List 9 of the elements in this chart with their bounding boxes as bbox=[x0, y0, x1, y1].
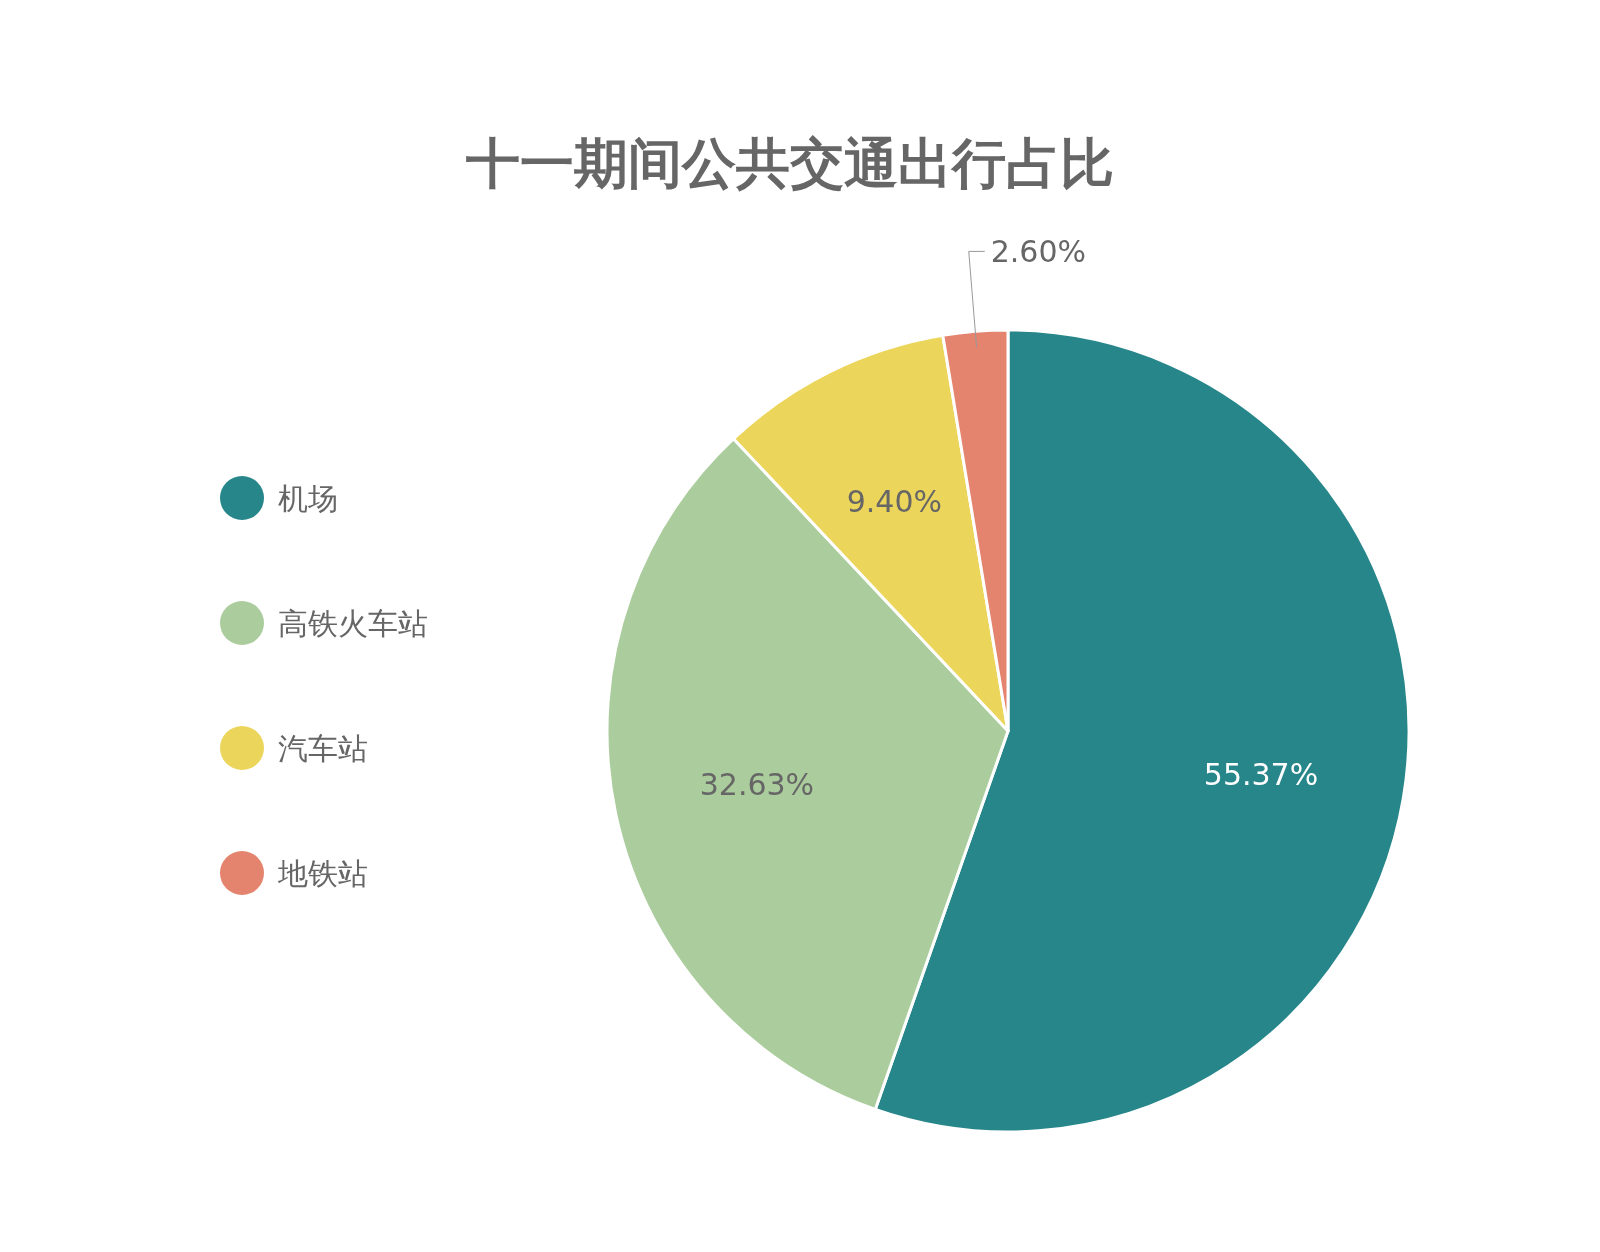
legend-label: 高铁火车站 bbox=[278, 606, 428, 641]
data-label: 9.40% bbox=[846, 483, 943, 519]
data-label: 55.37% bbox=[1203, 757, 1319, 793]
data-label: 2.60% bbox=[990, 234, 1087, 270]
legend-label: 汽车站 bbox=[278, 731, 368, 766]
data-label: 32.63% bbox=[699, 767, 815, 803]
legend-label: 地铁站 bbox=[277, 856, 368, 891]
chart-title: 十一期间公共交通出行占比 bbox=[466, 132, 1114, 195]
legend-label: 机场 bbox=[278, 481, 338, 516]
